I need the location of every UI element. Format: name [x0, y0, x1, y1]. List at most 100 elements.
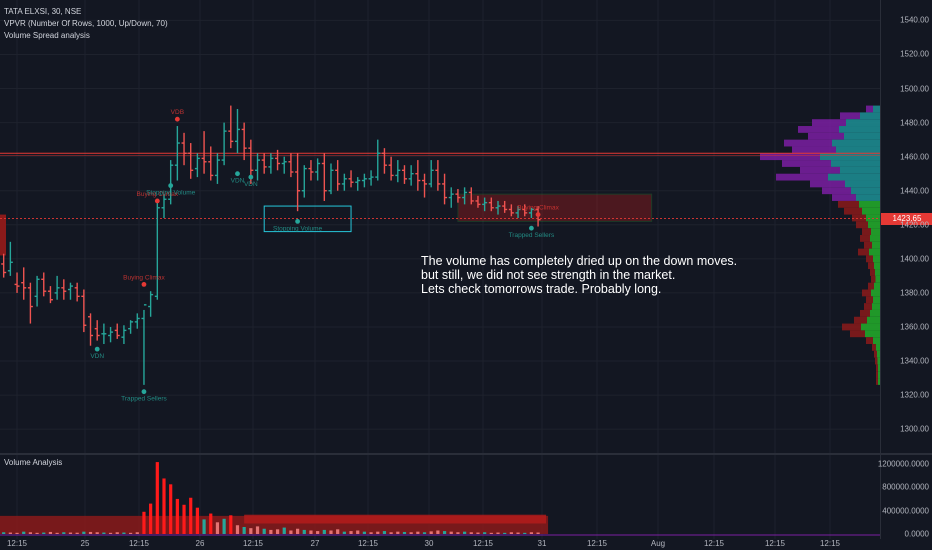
volume-bar: [62, 532, 66, 534]
time-tick-label: 25: [80, 539, 90, 548]
price-tick-label: 1400.00: [900, 254, 929, 264]
signal-marker-label: VDN: [231, 178, 245, 185]
signal-marker-label: Buying Climax: [517, 205, 559, 212]
vpvr-row-up: [859, 200, 880, 208]
volume-bar: [88, 531, 93, 534]
volume-axis[interactable]: 0.0000 400000.0000 800000.0000 1200000.0000: [878, 455, 932, 539]
volume-chart[interactable]: [0, 455, 880, 539]
volume-bar: [55, 532, 59, 534]
volume-bar: [396, 531, 400, 534]
price-axis[interactable]: 1423.65 1300.00 1320.00 1340.00 1360.00 1380…: [880, 0, 932, 453]
volume-bar: [302, 529, 306, 534]
vpvr-row-down: [864, 303, 872, 310]
volume-bar: [255, 526, 260, 534]
volume-bar: [449, 531, 453, 534]
volume-bar: [162, 478, 166, 534]
vpvr-row-up: [851, 187, 880, 195]
volume-bar: [329, 530, 333, 534]
last-price-tag: 1423.65: [881, 212, 932, 225]
vpvr-row-down: [844, 207, 862, 215]
vpvr-row-down: [870, 269, 875, 276]
symbol-title[interactable]: TATA ELXSI, 30, NSE: [4, 7, 82, 16]
signal-marker-label: Trapped Sellers: [121, 396, 167, 403]
vpvr-row-up: [836, 146, 880, 154]
volume-bar: [269, 529, 273, 534]
volume-bar: [529, 532, 533, 534]
volume-bar: [195, 507, 199, 534]
vpvr-row-up: [878, 371, 880, 379]
vpvr-row-down: [876, 371, 878, 379]
volume-bar: [22, 531, 26, 534]
time-tick-label: 12:15: [128, 539, 150, 548]
time-axis[interactable]: 12:15 25 12:15 26 12:15 27 12:15 30 12:15 31 12:15…: [0, 539, 880, 550]
vpvr-row-up: [875, 275, 880, 283]
vpvr-row-down: [792, 146, 836, 154]
volume-bar: [242, 526, 246, 534]
vpvr-row-down: [798, 126, 839, 133]
volume-tick-label: 400000.0000: [882, 506, 929, 516]
vpvr-row-up: [831, 160, 880, 167]
volume-bar: [389, 532, 393, 534]
volume-bar: [309, 530, 313, 534]
volume-bar: [275, 529, 280, 534]
vpvr-row-up: [878, 378, 880, 385]
signal-marker-dot: [168, 183, 174, 189]
time-tick-label: 30: [424, 539, 434, 548]
vpvr-row-down: [866, 296, 873, 304]
signal-marker-label: VDB: [171, 109, 184, 116]
volume-bar: [175, 498, 179, 534]
vpvr-row-down: [784, 139, 832, 147]
vpvr-row-up: [846, 119, 880, 127]
volume-bar: [182, 504, 186, 534]
volume-legend[interactable]: Volume Analysis: [4, 458, 63, 467]
volume-bar: [463, 531, 467, 534]
vpvr-row-up: [870, 309, 880, 317]
price-chart-pane[interactable]: VDB Buying Climax Buying Climax Stopping Vo…: [0, 0, 880, 453]
volume-bar: [35, 532, 39, 534]
annotation-note[interactable]: The volume has completely dried up on th…: [421, 254, 751, 296]
signal-marker-dot: [174, 116, 180, 122]
vpvr-row-down: [864, 241, 872, 249]
volume-band-upper: [244, 514, 547, 524]
vpvr-row-up: [876, 344, 880, 351]
volume-bar: [235, 525, 240, 534]
volume-bar: [2, 532, 6, 534]
vsa-indicator-label[interactable]: Volume Spread analysis: [4, 31, 90, 40]
vpvr-row-up: [873, 105, 880, 113]
volume-bar: [42, 532, 46, 534]
vpvr-row-up: [862, 207, 880, 215]
volume-bar: [296, 528, 300, 534]
volume-tick-label: 0.0000: [904, 529, 929, 539]
vpvr-row-up: [869, 248, 880, 256]
vpvr-row-down: [866, 105, 873, 113]
time-tick-label: Aug: [650, 539, 666, 548]
volume-pane[interactable]: Volume Analysis: [0, 455, 880, 539]
left-edge-zone: [0, 214, 6, 256]
volume-bar: [289, 530, 293, 534]
vpvr-row-down: [856, 221, 868, 229]
volume-bar: [155, 462, 159, 534]
signal-marker-label: Stopping Volume: [273, 225, 323, 232]
volume-bar: [122, 532, 126, 534]
vpvr-row-up: [845, 180, 880, 188]
volume-bar: [442, 531, 447, 534]
volume-bar: [476, 532, 480, 534]
vpvr-row-up: [860, 112, 880, 120]
volume-bar: [129, 532, 133, 534]
vpvr-row-up: [828, 173, 880, 181]
volume-bar: [135, 532, 139, 534]
vpvr-row-up: [878, 364, 880, 372]
vpvr-row-up: [865, 330, 880, 338]
pane-separator[interactable]: [0, 453, 932, 455]
vpvr-row-up: [820, 153, 880, 161]
signal-marker-dot: [535, 212, 541, 217]
volume-bar: [362, 531, 366, 534]
signal-marker-label: Stopping Volume: [146, 190, 196, 197]
vpvr-row-down: [876, 378, 878, 385]
signal-marker-label: Buying Climax: [123, 274, 165, 281]
vpvr-row-up: [856, 194, 880, 201]
price-chart[interactable]: VDB Buying Climax Buying Climax Stopping Vo…: [0, 0, 880, 453]
volume-bar: [75, 532, 79, 534]
vpvr-indicator-label[interactable]: VPVR (Number Of Rows, 1000, Up/Down, 70): [4, 19, 168, 28]
vpvr-row-down: [866, 255, 873, 263]
